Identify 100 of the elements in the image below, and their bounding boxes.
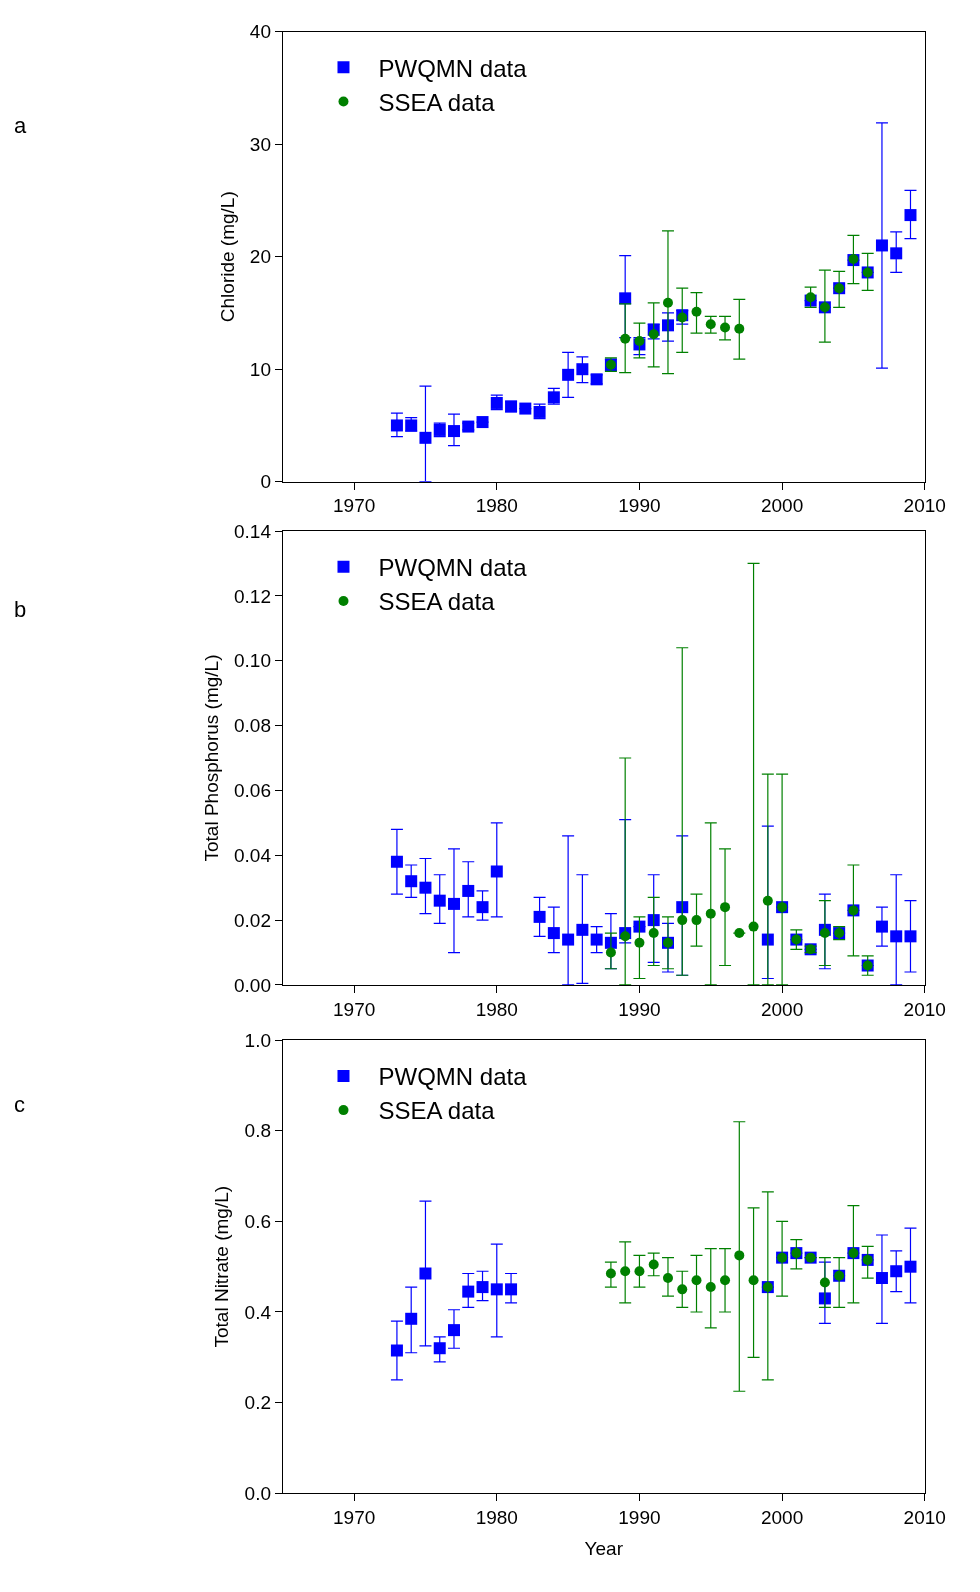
point <box>677 1284 688 1295</box>
point <box>419 431 432 444</box>
x-tick-label: 2010 <box>903 1506 946 1528</box>
point <box>447 1324 460 1337</box>
point <box>634 937 645 948</box>
point <box>476 1281 489 1294</box>
point <box>620 333 631 344</box>
point <box>620 931 631 942</box>
y-tick-label: 20 <box>249 246 272 268</box>
legend-label: SSEA data <box>378 588 496 616</box>
x-tick-label: 1970 <box>333 998 376 1020</box>
y-tick-label: 1.0 <box>244 1029 272 1051</box>
point <box>390 855 403 868</box>
point <box>634 336 645 347</box>
point <box>390 1344 403 1357</box>
y-tick-label: 0.8 <box>244 1120 272 1142</box>
x-tick-label: 2010 <box>903 495 946 517</box>
y-tick-label: 0.2 <box>244 1392 272 1414</box>
point <box>433 1342 446 1355</box>
point <box>634 1266 645 1277</box>
point <box>904 209 917 222</box>
y-tick-label: 0.14 <box>234 520 272 542</box>
x-tick-label: 1980 <box>475 495 518 517</box>
point <box>605 1268 616 1279</box>
point <box>748 1275 759 1286</box>
point <box>590 933 603 946</box>
point <box>490 1283 503 1296</box>
x-tick-label: 1970 <box>333 1506 376 1528</box>
y-tick-label: 0.00 <box>234 974 272 996</box>
point <box>720 1275 731 1286</box>
y-tick-label: 0.10 <box>234 650 272 672</box>
legend-label: SSEA data <box>378 1097 496 1125</box>
x-tick-label: 1990 <box>618 1506 661 1528</box>
point <box>904 930 917 943</box>
point <box>734 928 745 939</box>
y-tick-label: 10 <box>249 358 272 380</box>
y-tick-label: 0.4 <box>244 1301 272 1323</box>
point <box>647 914 660 927</box>
y-tick-label: 0.08 <box>234 715 272 737</box>
point <box>691 915 702 926</box>
point <box>620 1266 631 1277</box>
x-tick-label: 1970 <box>333 495 376 517</box>
y-tick-label: 0.0 <box>244 1482 272 1504</box>
y-tick-label: 0.6 <box>244 1211 272 1233</box>
legend-label: SSEA data <box>378 88 496 116</box>
y-tick-label: 0.12 <box>234 585 272 607</box>
point <box>533 910 546 923</box>
point <box>890 930 903 943</box>
x-axis-title: Year <box>584 1537 624 1559</box>
point <box>405 875 418 888</box>
point <box>619 292 632 305</box>
point <box>648 329 659 340</box>
y-axis-title: Total Phosphorus (mg/L) <box>200 654 222 862</box>
point <box>519 402 532 415</box>
y-tick-label: 0.06 <box>234 780 272 802</box>
y-axis-title: Chloride (mg/L) <box>216 191 238 323</box>
point <box>447 897 460 910</box>
point <box>562 933 575 946</box>
text: c <box>14 1092 25 1117</box>
point <box>648 1259 659 1270</box>
point <box>648 928 659 939</box>
point <box>547 927 560 940</box>
point <box>462 884 475 897</box>
point <box>662 1273 673 1284</box>
point <box>890 247 903 260</box>
point <box>605 947 616 958</box>
x-tick-label: 2000 <box>760 998 804 1020</box>
x-tick-label: 1990 <box>618 998 661 1020</box>
point <box>633 920 646 933</box>
y-tick-label: 0.02 <box>234 909 272 931</box>
legend-label: PWQMN data <box>378 1063 528 1091</box>
point <box>890 1265 903 1278</box>
point <box>419 881 432 894</box>
y-tick-label: 0.04 <box>234 844 272 866</box>
point <box>805 292 816 303</box>
x-tick-label: 1980 <box>475 998 518 1020</box>
x-tick-label: 2000 <box>760 495 804 517</box>
point <box>476 416 489 429</box>
point <box>761 933 774 946</box>
point <box>476 901 489 914</box>
point <box>433 894 446 907</box>
point <box>734 323 745 334</box>
point <box>390 419 403 432</box>
point <box>705 908 716 919</box>
point <box>720 902 731 913</box>
point <box>819 1277 830 1288</box>
point <box>576 923 589 936</box>
point <box>562 368 575 381</box>
text: a <box>14 113 27 138</box>
point <box>875 239 888 252</box>
point <box>447 425 460 438</box>
x-tick-label: 1980 <box>475 1506 518 1528</box>
point <box>662 297 673 308</box>
x-tick-label: 2010 <box>903 998 946 1020</box>
point <box>547 391 560 404</box>
point <box>904 1260 917 1273</box>
y-axis-title: Total Nitrate (mg/L) <box>211 1185 233 1348</box>
point <box>720 322 731 333</box>
point <box>705 1282 716 1293</box>
point <box>748 921 759 932</box>
